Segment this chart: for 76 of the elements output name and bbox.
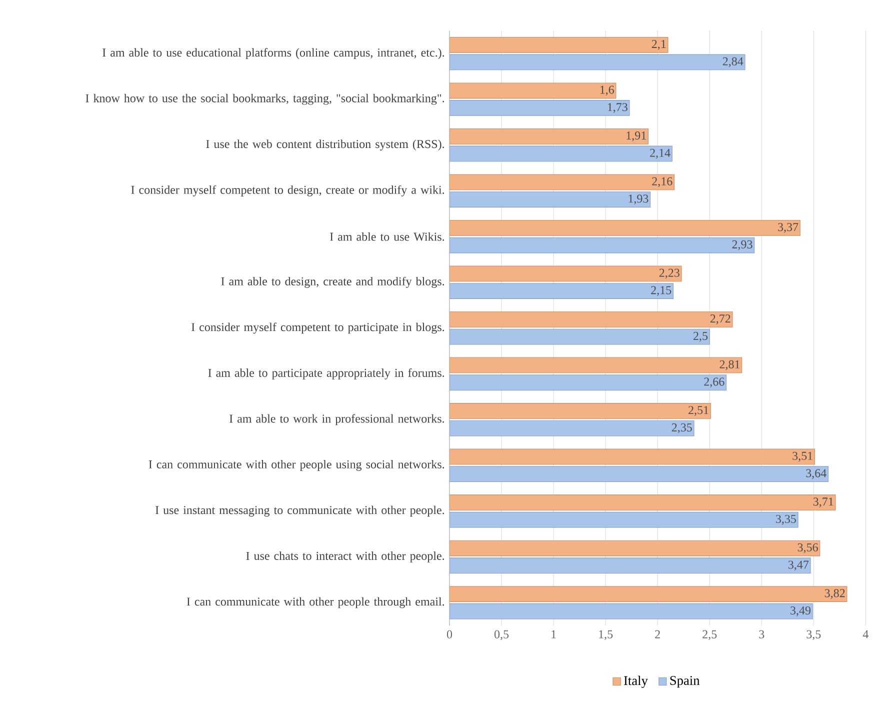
x-tick-label: 4	[862, 630, 868, 638]
y-tick-label: I consider myself competent to participate in blogs.	[192, 322, 444, 334]
data-label: 2,81	[720, 360, 740, 370]
bar	[450, 312, 733, 328]
data-label: 1,93	[628, 194, 648, 205]
x-tick-label: 1	[552, 630, 556, 638]
bar	[450, 174, 674, 190]
bar	[450, 374, 727, 391]
y-tick-label: I use the web content distribution system (RSS).	[206, 140, 444, 151]
y-tick-label: I use instant messaging to communicate with other people.	[156, 506, 444, 517]
y-tick-label: I can communicate with other people through email.	[186, 597, 444, 608]
bar	[450, 100, 630, 116]
data-label: 2,14	[650, 149, 670, 159]
data-label: 2,5	[694, 332, 708, 342]
data-label: 1,91	[626, 132, 646, 142]
bar	[450, 540, 820, 556]
bar	[450, 146, 672, 162]
data-label: 3,47	[788, 560, 809, 571]
data-label: 3,51	[792, 452, 812, 462]
bar	[450, 82, 616, 99]
data-label: 3,82	[824, 589, 845, 600]
data-label: 3,37	[778, 223, 798, 234]
x-tick-label: 0,5	[494, 630, 509, 640]
bar	[450, 512, 798, 528]
bar	[450, 37, 668, 54]
y-tick-label: I use chats to interact with other people.	[246, 552, 444, 563]
bar	[450, 357, 742, 374]
bar	[450, 420, 694, 436]
data-label: 2,51	[688, 406, 708, 416]
y-tick-label: I am able to design, create and modify blogs.	[221, 277, 444, 288]
y-tick-label: I am able to work in professional networks.	[230, 414, 444, 426]
data-label: 2,23	[659, 268, 680, 279]
x-tick-label: 3	[759, 630, 764, 639]
x-tick-label: 3,5	[806, 630, 821, 640]
y-tick-label: I am able to participate appropriately in forums.	[208, 368, 444, 380]
bar	[450, 466, 828, 482]
bar	[450, 238, 755, 254]
bar	[450, 54, 746, 70]
data-label: 2,16	[652, 177, 672, 188]
data-label: 3,64	[806, 469, 826, 480]
bar	[450, 220, 800, 236]
x-tick-label: 0	[446, 630, 452, 639]
bar	[450, 403, 711, 420]
data-label: 2,93	[732, 240, 752, 250]
data-label: 1,73	[608, 103, 628, 114]
bar	[450, 283, 674, 300]
legend-label: Spain	[670, 676, 700, 688]
y-tick-label: I can communicate with other people using social networks.	[148, 460, 444, 472]
bar	[450, 128, 648, 145]
data-label: 2,84	[722, 58, 744, 68]
data-label: 2,72	[710, 314, 730, 325]
x-tick-label: 2	[655, 630, 660, 638]
bar	[450, 586, 848, 602]
data-label: 3,56	[798, 544, 818, 554]
y-tick-label: I am able to use educational platforms (online campus, intranet, etc.).	[102, 48, 444, 60]
y-tick-label: I consider myself competent to design, create or modify a wiki.	[131, 186, 444, 197]
bar	[450, 449, 815, 465]
data-label: 3,71	[813, 498, 834, 508]
bar	[450, 604, 813, 620]
x-tick-label: 1,5	[599, 630, 613, 640]
data-label: 3,49	[790, 606, 810, 616]
data-label: 2,35	[672, 424, 692, 434]
bar	[450, 558, 811, 574]
bar	[450, 266, 682, 282]
y-tick-label: I know how to use the social bookmarks, tagging, "social bookmarking".	[86, 94, 444, 105]
data-label: 2,1	[652, 40, 666, 50]
data-label: 2,15	[651, 286, 672, 296]
bar	[450, 494, 836, 511]
data-label: 1,6	[600, 86, 614, 96]
bar	[450, 192, 651, 208]
legend-label: Italy	[624, 676, 648, 688]
bar	[450, 329, 710, 345]
data-label: 2,66	[704, 378, 724, 388]
data-label: 3,35	[776, 515, 796, 525]
x-tick-label: 2,5	[702, 630, 717, 640]
y-tick-label: I am able to use Wikis.	[330, 232, 444, 242]
